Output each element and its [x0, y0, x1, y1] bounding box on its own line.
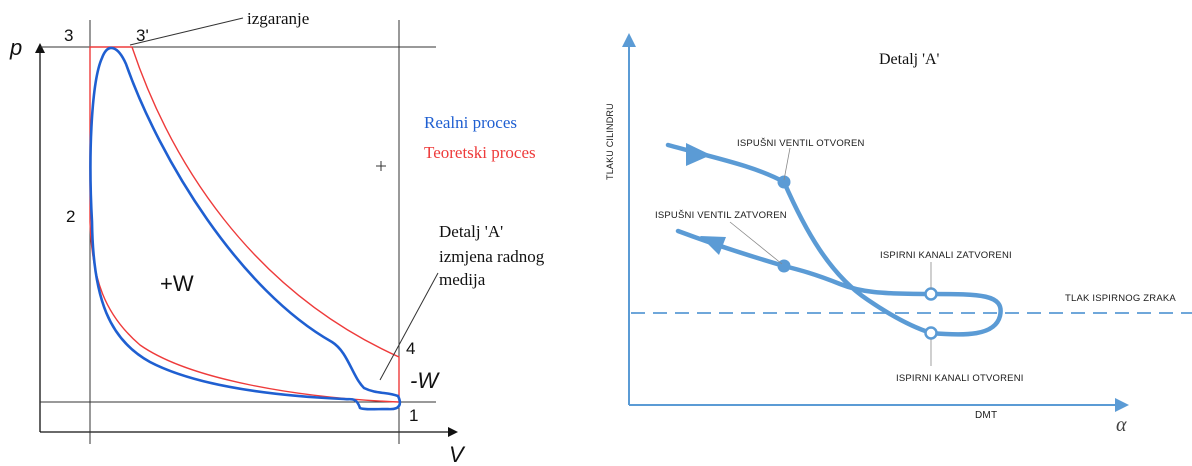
exhaust-valve-closed-label: ISPUŠNI VENTIL ZATVOREN: [655, 210, 787, 221]
theoretical-process-curve: [89, 46, 400, 403]
crosshair-marker-icon: [376, 161, 386, 171]
detalj-a-line2: izmjena radnog: [439, 247, 545, 266]
izgaranje-leader-line: [129, 17, 244, 46]
scavenge-ports-closed-marker: [924, 287, 938, 301]
legend-real-process: Realni proces: [424, 113, 517, 132]
inflow-arrow-icon: [686, 143, 711, 166]
p-axis-label: p: [9, 35, 22, 60]
detalj-a-title: Detalj 'A': [879, 51, 940, 68]
exhaust-open-leader: [783, 147, 791, 181]
legend-theoretical-process: Teoretski proces: [424, 143, 536, 162]
point-2-label: 2: [66, 207, 75, 226]
exhaust-closed-leader: [729, 221, 783, 265]
detalj-a-diagram: Detalj 'A' TLAKU CILINDRU DMT α ISPUŠNI …: [605, 33, 1192, 436]
point-4-label: 4: [406, 339, 415, 358]
outflow-arrow-icon: [700, 236, 726, 255]
detalj-a-line1: Detalj 'A': [439, 222, 503, 241]
alpha-label: α: [1116, 414, 1127, 436]
point-1-label: 1: [409, 406, 418, 425]
y-axis-label: TLAKU CILINDRU: [605, 103, 615, 180]
pv-diagram: p V 3 3' 2 4 1 izgaranje Realni proces T…: [9, 9, 545, 466]
exhaust-valve-open-label: ISPUŠNI VENTIL OTVOREN: [737, 138, 865, 149]
exhaust-valve-open-marker: [777, 175, 791, 189]
x-axis-label: DMT: [975, 410, 997, 421]
v-axis-label: V: [449, 442, 466, 466]
detalj-a-line3: medija: [439, 270, 486, 289]
scavenge-ports-open-marker: [924, 326, 938, 340]
scavenge-ports-closed-label: ISPIRNI KANALI ZATVORENI: [880, 250, 1012, 261]
scavenging-air-pressure-label: TLAK ISPIRNOG ZRAKA: [1065, 293, 1176, 304]
point-3-label: 3: [64, 26, 73, 45]
detalj-a-leader-line: [379, 272, 439, 381]
izgaranje-label: izgaranje: [247, 9, 309, 28]
negative-work-label: -W: [410, 368, 440, 393]
point-3prime-label: 3': [136, 26, 149, 45]
scavenge-ports-open-label: ISPIRNI KANALI OTVORENI: [896, 373, 1024, 384]
detail-process-curve: [665, 142, 1003, 337]
positive-work-label: +W: [160, 271, 194, 296]
real-process-curve: [89, 46, 402, 411]
